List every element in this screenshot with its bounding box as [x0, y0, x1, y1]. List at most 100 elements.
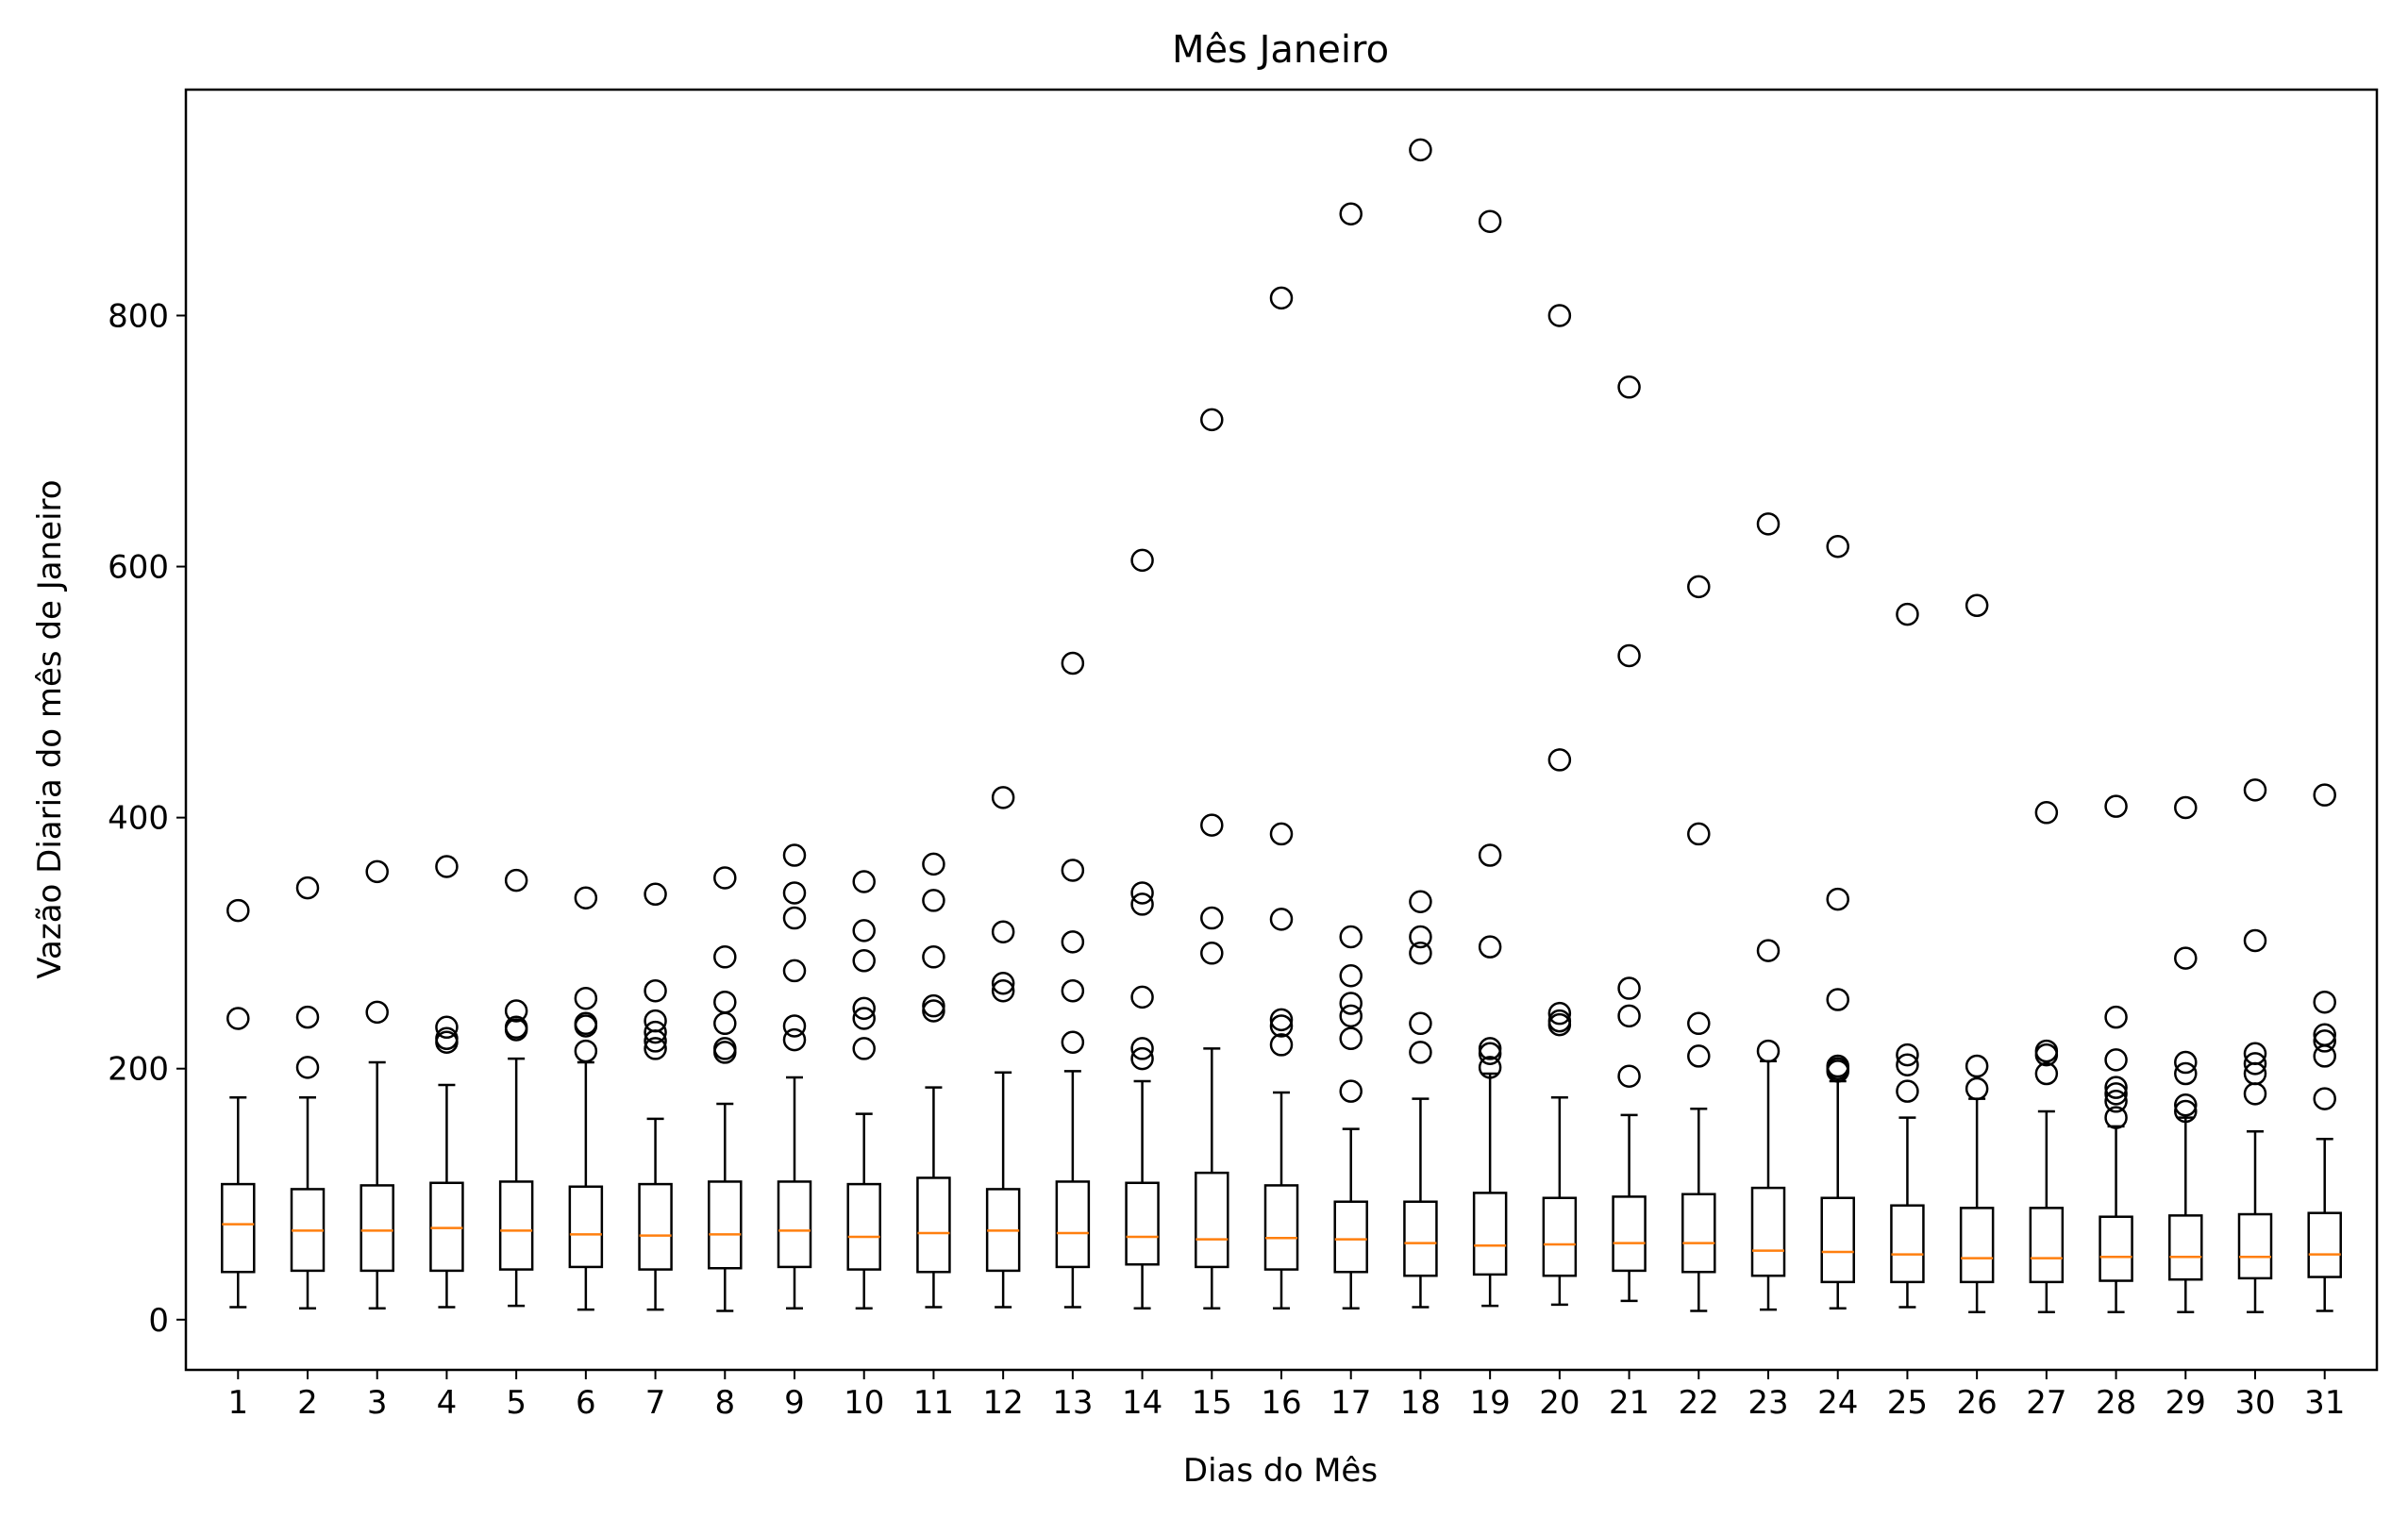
box-iqr: [1333, 1200, 1368, 1274]
outlier-point: [1687, 1044, 1711, 1068]
outlier-point: [2104, 1005, 2128, 1029]
x-tick-label: 5: [506, 1384, 527, 1422]
outlier-point: [1965, 593, 1989, 618]
outlier-point: [2243, 778, 2267, 802]
outlier-point: [1409, 925, 1432, 949]
outlier-point: [644, 882, 667, 907]
outlier-point: [574, 1039, 598, 1063]
outlier-point: [435, 855, 459, 878]
outlier-point: [991, 971, 1015, 995]
box-iqr: [498, 1180, 534, 1271]
box-day-17: [1333, 202, 1368, 1310]
outlier-point: [852, 1037, 876, 1060]
box-iqr: [2099, 1215, 2133, 1282]
box-day-13: [1055, 651, 1091, 1309]
outlier-point: [1478, 935, 1502, 959]
outlier-point: [1965, 1076, 1989, 1101]
outlier-point: [574, 986, 598, 1010]
x-tick-label: 22: [1679, 1384, 1719, 1422]
box-day-31: [2307, 783, 2342, 1312]
outlier-point: [782, 959, 807, 983]
x-tick-label: 30: [2234, 1384, 2275, 1422]
x-tick-label: 14: [1122, 1384, 1162, 1422]
outlier-point: [1547, 304, 1572, 327]
outlier-point: [435, 1015, 459, 1040]
outlier-point: [1061, 930, 1085, 954]
outlier-point: [852, 870, 876, 893]
outlier-point: [504, 999, 528, 1023]
outlier-point: [1339, 1004, 1363, 1028]
outlier-point: [1826, 535, 1849, 559]
box-day-30: [2237, 778, 2273, 1314]
outlier-point: [1478, 209, 1502, 233]
outlier-point: [922, 993, 945, 1018]
x-tick-label: 1: [227, 1384, 248, 1422]
box-day-1: [221, 898, 256, 1309]
x-tick-label: 26: [1957, 1384, 1998, 1422]
x-tick-label: 18: [1400, 1384, 1441, 1422]
box-day-20: [1542, 304, 1578, 1307]
outlier-point: [991, 978, 1015, 1003]
box-day-3: [360, 859, 394, 1310]
outlier-point: [991, 786, 1015, 809]
outlier-point: [574, 1011, 598, 1036]
box-iqr: [1055, 1180, 1091, 1269]
box-iqr: [360, 1184, 394, 1273]
x-tick-label: 9: [784, 1384, 805, 1422]
outlier-point: [1687, 575, 1711, 599]
outlier-point: [2104, 1106, 2128, 1129]
box-day-7: [638, 882, 673, 1311]
box-day-22: [1681, 575, 1716, 1312]
box-iqr: [1681, 1193, 1716, 1274]
box-iqr: [638, 1182, 673, 1271]
outlier-point: [435, 1026, 459, 1051]
outlier-point: [2313, 990, 2336, 1014]
x-tick-label: 2: [297, 1384, 318, 1422]
outlier-point: [1200, 813, 1224, 837]
outlier-point: [2313, 1029, 2336, 1053]
box-iqr: [1820, 1196, 1855, 1284]
box-day-6: [568, 886, 604, 1311]
outlier-point: [644, 1037, 667, 1060]
x-tick-label: 13: [1052, 1384, 1093, 1422]
outlier-point: [1409, 890, 1432, 914]
outlier-point: [2174, 1061, 2198, 1086]
box-iqr: [777, 1180, 812, 1269]
outlier-point: [922, 889, 945, 912]
box-iqr: [1472, 1192, 1508, 1276]
outlier-point: [2034, 1061, 2059, 1086]
box-iqr: [1403, 1200, 1438, 1277]
outlier-point: [1269, 286, 1294, 310]
outlier-point: [1617, 375, 1641, 399]
box-iqr: [1542, 1196, 1578, 1277]
outlier-point: [852, 996, 876, 1021]
outlier-point: [2104, 1082, 2128, 1106]
y-axis: 0 200 400 600 800: [108, 297, 186, 1340]
outlier-point: [1409, 1011, 1432, 1036]
outlier-point: [1269, 822, 1294, 846]
outlier-point: [644, 978, 667, 1003]
outlier-point: [1409, 1041, 1432, 1064]
outlier-point: [2104, 1090, 2128, 1113]
x-tick-label: 4: [437, 1384, 458, 1422]
outlier-point: [1269, 1014, 1294, 1038]
x-axis: 1 2 3 4 5 6 7 8 9 10 11 12 13 14 15 16 17 18 19 20 21 22 23 24 2…: [227, 1370, 2345, 1422]
box-day-14: [1125, 548, 1160, 1310]
box-day-21: [1612, 375, 1647, 1303]
outlier-point: [1269, 1033, 1294, 1057]
outlier-point: [2034, 801, 2059, 825]
outlier-point: [1409, 942, 1432, 965]
x-tick-label: 28: [2096, 1384, 2136, 1422]
x-tick-label: 3: [367, 1384, 388, 1422]
outlier-point: [1617, 1004, 1641, 1028]
box-iqr: [916, 1176, 951, 1274]
outlier-point: [2313, 1023, 2336, 1047]
x-tick-label: 31: [2304, 1384, 2345, 1422]
outlier-point: [504, 1015, 528, 1040]
x-tick-label: 10: [844, 1384, 884, 1422]
box-iqr: [708, 1180, 743, 1270]
y-tick-label: 600: [108, 549, 169, 587]
outlier-point: [2313, 1087, 2336, 1110]
outlier-point: [1339, 925, 1363, 949]
